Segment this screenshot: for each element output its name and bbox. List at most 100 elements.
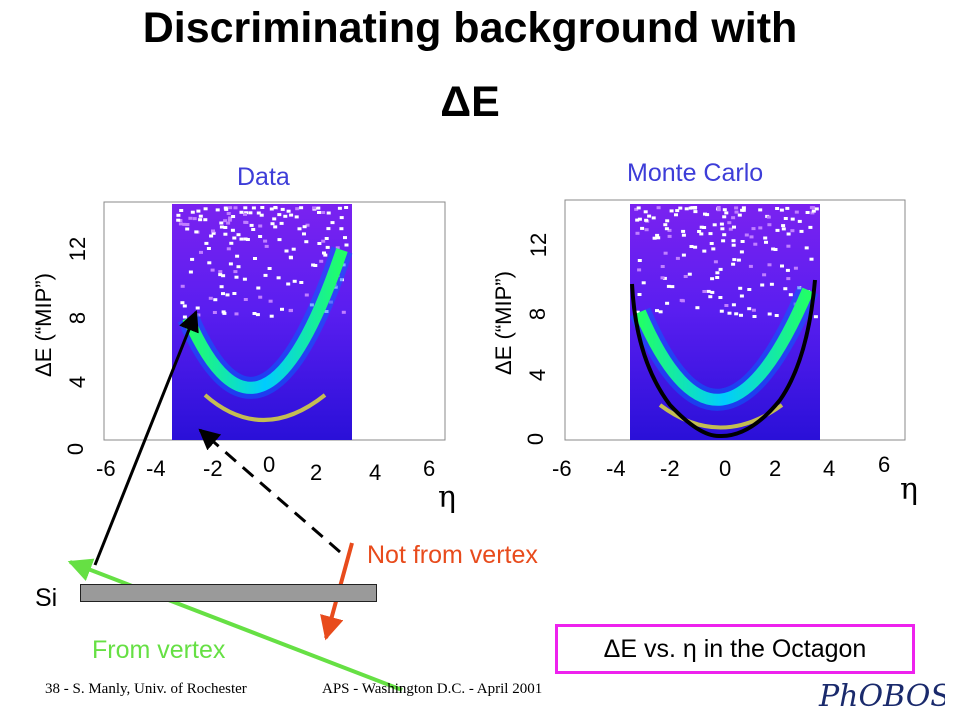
heatmap-speckle	[256, 286, 261, 290]
heatmap-speckle	[769, 282, 774, 286]
data-xtick-m6: -6	[96, 456, 116, 481]
silicon-detector-bar	[80, 584, 377, 602]
heatmap-speckle	[248, 211, 253, 215]
heatmap-speckle	[196, 209, 201, 213]
heatmap-speckle	[711, 247, 716, 251]
mc-xtick-0: 0	[719, 456, 732, 481]
mc-ytick-4: 4	[525, 368, 551, 382]
heatmap-speckle	[810, 211, 815, 215]
heatmap-speckle	[255, 313, 260, 317]
heatmap-speckle	[190, 210, 195, 214]
heatmap-speckle	[225, 293, 230, 297]
heatmap-speckle	[809, 257, 814, 261]
heatmap-speckle	[702, 249, 707, 253]
heatmap-speckle	[797, 219, 802, 223]
heatmap-speckle	[705, 213, 710, 217]
not-from-vertex-label: Not from vertex	[367, 541, 538, 569]
heatmap-speckle	[223, 232, 228, 236]
heatmap-speckle	[226, 247, 231, 251]
heatmap-speckle	[288, 309, 293, 313]
heatmap-speckle	[786, 232, 791, 236]
heatmap-speckle	[713, 260, 718, 264]
heatmap-speckle	[294, 215, 299, 219]
heatmap-speckle	[182, 315, 187, 319]
heatmap-speckle	[666, 284, 671, 288]
data-ytick-8: 8	[65, 311, 91, 325]
heatmap-speckle	[662, 276, 667, 280]
heatmap-speckle	[763, 236, 768, 240]
heatmap-speckle	[218, 270, 223, 274]
heatmap-speckle	[758, 208, 763, 212]
heatmap-speckle	[232, 292, 237, 295]
mc-ytick-0: 0	[523, 432, 549, 446]
heatmap-speckle	[667, 228, 672, 232]
heatmap-speckle	[734, 206, 739, 210]
heatmap-speckle	[740, 240, 745, 243]
heatmap-speckle	[681, 233, 686, 237]
heatmap-speckle	[719, 309, 724, 313]
heatmap-speckle	[690, 206, 695, 210]
heatmap-speckle	[781, 224, 786, 228]
heatmap-speckle	[299, 206, 304, 210]
heatmap-speckle	[712, 223, 717, 227]
mc-band	[634, 287, 814, 406]
heatmap-speckle	[344, 206, 349, 209]
data-heatmap	[103, 201, 446, 441]
octagon-caption-box: ΔE vs. η in the Octagon	[555, 624, 915, 674]
mc-heatmap	[564, 199, 906, 441]
heatmap-speckle	[697, 230, 702, 233]
data-xtick-0: 0	[263, 452, 276, 477]
data-xtick-2: 2	[310, 460, 323, 485]
mc-xtick-4: 4	[823, 456, 836, 481]
heatmap-speckle	[783, 217, 788, 220]
phobos-logo-text: PhOBOS	[818, 679, 945, 714]
heatmap-speckle	[231, 215, 236, 218]
mc-ylabel: ΔE (“MIP”)	[490, 271, 516, 375]
heatmap-speckle	[270, 222, 275, 226]
heatmap-speckle	[699, 232, 704, 236]
mc-xtick-m4: -4	[606, 456, 626, 481]
heatmap-speckle	[206, 247, 211, 250]
heatmap-speckle	[767, 223, 772, 227]
heatmap-speckle	[194, 230, 199, 234]
mc-xtick-6: 6	[878, 452, 891, 477]
heatmap-speckle	[708, 295, 713, 299]
heatmap-speckle	[644, 228, 649, 232]
heatmap-speckle	[749, 235, 754, 239]
heatmap-speckle	[239, 237, 244, 241]
heatmap-speckle	[728, 227, 733, 231]
heatmap-speckle	[176, 213, 181, 217]
heatmap-speckle	[637, 217, 642, 221]
heatmap-speckle	[263, 273, 268, 277]
from-vertex-arrow	[67, 558, 403, 692]
heatmap-speckle	[179, 209, 184, 212]
heatmap-speckle	[669, 209, 674, 213]
heatmap-speckle	[738, 286, 743, 290]
heatmap-speckle	[805, 211, 810, 214]
heatmap-speckle	[727, 311, 732, 315]
heatmap-speckle	[317, 242, 322, 245]
data-speckles	[176, 206, 349, 319]
data-ylabel: ΔE (“MIP”)	[30, 273, 56, 377]
heatmap-speckle	[341, 310, 346, 314]
heatmap-speckle	[695, 306, 700, 310]
heatmap-speckle	[709, 242, 714, 245]
si-label: Si	[35, 584, 58, 612]
heatmap-speckle	[269, 207, 274, 211]
heatmap-speckle	[779, 208, 784, 212]
heatmap-speckle	[658, 310, 663, 314]
heatmap-speckle	[339, 216, 344, 220]
mc-xtick-m6: -6	[552, 456, 572, 481]
phobos-logo: PhOBOS	[818, 679, 945, 714]
heatmap-speckle	[635, 231, 640, 235]
heatmap-speckle	[665, 219, 670, 223]
heatmap-speckle	[681, 253, 686, 257]
heatmap-speckle	[195, 306, 200, 310]
heatmap-speckle	[670, 285, 675, 289]
heatmap-speckle	[219, 221, 224, 225]
heatmap-speckle	[330, 221, 335, 225]
heatmap-speckle	[718, 296, 723, 299]
heatmap-speckle	[211, 231, 216, 235]
heatmap-speckle	[283, 214, 288, 218]
heatmap-speckle	[273, 206, 278, 209]
